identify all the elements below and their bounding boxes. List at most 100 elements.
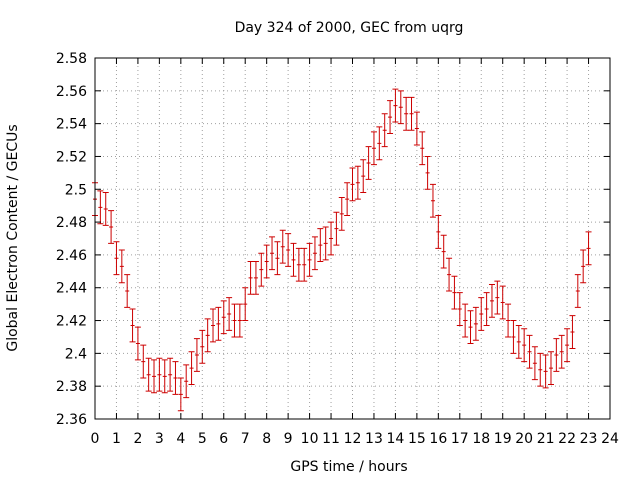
grid-lines [95, 58, 610, 419]
error-bar-point [467, 310, 474, 345]
x-tick-label: 23 [580, 431, 598, 447]
y-tick-label: 2.52 [56, 149, 87, 165]
error-bar-point [156, 357, 163, 392]
x-tick-label: 0 [91, 431, 100, 447]
x-tick-label: 10 [301, 431, 319, 447]
error-bar-point [226, 297, 233, 331]
chart-title: Day 324 of 2000, GEC from uqrg [235, 20, 464, 36]
y-tick-label: 2.38 [56, 379, 87, 395]
x-axis-label: GPS time / hours [290, 459, 407, 475]
x-tick-label: 13 [365, 431, 383, 447]
x-tick-label: 14 [387, 431, 405, 447]
y-tick-label: 2.4 [65, 346, 87, 362]
error-bar-point [263, 244, 270, 279]
error-bar-point [451, 275, 458, 310]
error-bar-point [242, 287, 249, 322]
x-tick-label: 16 [429, 431, 447, 447]
error-bar-point [118, 249, 125, 284]
error-bar-point [526, 334, 533, 369]
error-bar-point [258, 252, 265, 287]
error-bar-point [193, 338, 200, 372]
error-bar-point [188, 351, 195, 386]
error-bar-point [279, 229, 286, 264]
error-bar-point [338, 196, 345, 231]
x-tick-label: 20 [515, 431, 533, 447]
axis-ticks [94, 57, 611, 420]
error-bar-point [204, 318, 211, 353]
error-bar-point [220, 300, 227, 335]
error-bar-point [531, 346, 538, 381]
error-bar-point [274, 241, 281, 276]
error-bar-point [102, 192, 109, 226]
error-bar-point [231, 303, 238, 338]
x-tick-label: 12 [344, 431, 362, 447]
y-tick-label: 2.48 [56, 215, 87, 231]
error-bar-point [322, 226, 329, 261]
error-bar-point [510, 320, 517, 354]
error-bar-point [215, 306, 222, 341]
error-bar-point [424, 155, 431, 190]
error-bar-point [488, 283, 495, 318]
error-bar-point [413, 111, 420, 146]
y-tick-label: 2.42 [56, 314, 87, 330]
error-bar-point [376, 126, 383, 161]
error-bar-point [419, 131, 426, 166]
error-bar-point [365, 146, 372, 180]
x-tick-label: 21 [537, 431, 555, 447]
x-tick-label: 15 [408, 431, 426, 447]
error-bar-point [392, 88, 399, 123]
x-tick-label: 4 [176, 431, 185, 447]
error-bar-point [311, 236, 318, 271]
error-bar-point [505, 303, 512, 338]
error-bar-point [456, 292, 463, 326]
error-bar-point [172, 361, 179, 395]
error-bar-point [558, 334, 565, 369]
error-bar-point [494, 280, 501, 315]
error-bar-point [574, 274, 581, 308]
y-tick-label: 2.36 [56, 412, 87, 428]
x-tick-label: 11 [322, 431, 340, 447]
error-bar-point [108, 210, 115, 244]
error-bar-point [403, 96, 410, 131]
error-bar-point [537, 352, 544, 387]
x-tick-label: 9 [284, 431, 293, 447]
error-bar-point [328, 221, 335, 256]
y-tick-label: 2.56 [56, 84, 87, 100]
error-bar-point [435, 215, 442, 249]
data-series [92, 88, 592, 412]
error-bar-point [521, 328, 528, 363]
error-bar-point [247, 260, 254, 295]
error-bar-point [542, 354, 549, 389]
x-tick-label: 1 [112, 431, 121, 447]
error-bar-point [252, 260, 259, 295]
error-bar-point [236, 303, 243, 338]
y-tick-label: 2.44 [56, 281, 87, 297]
error-bar-point [547, 351, 554, 386]
error-bar-point [553, 338, 560, 372]
error-bar-point [199, 329, 206, 364]
error-bar-point [440, 234, 447, 269]
error-bar-point [290, 242, 297, 277]
error-bar-point [499, 285, 506, 320]
x-tick-label: 19 [494, 431, 512, 447]
x-tick-labels: 0 1 2 3 4 5 6 7 8 9 10 11 12 13 14 15 16 17 18 19 20 21 22 23 24 [91, 431, 619, 447]
error-bar-point [397, 90, 404, 125]
y-axis-label: Global Electron Content / GECUs [5, 124, 21, 351]
x-tick-label: 3 [155, 431, 164, 447]
error-bar-point [472, 306, 479, 341]
y-tick-label: 2.46 [56, 248, 87, 264]
error-bar-point [129, 308, 136, 343]
error-bar-point [580, 249, 587, 284]
error-bar-point [585, 231, 592, 266]
error-bar-point [167, 357, 174, 392]
x-tick-label: 22 [558, 431, 576, 447]
error-bar-point [515, 324, 522, 359]
error-bar-point [349, 167, 356, 202]
error-bar-point [446, 257, 453, 292]
y-tick-labels: 2.36 2.38 2.4 2.42 2.44 2.46 2.48 2.5 2.52 2.54 2.… [56, 51, 87, 428]
x-tick-label: 7 [241, 431, 250, 447]
error-bar-point [124, 274, 131, 308]
error-bar-point [344, 182, 351, 217]
error-bar-point [360, 159, 367, 194]
